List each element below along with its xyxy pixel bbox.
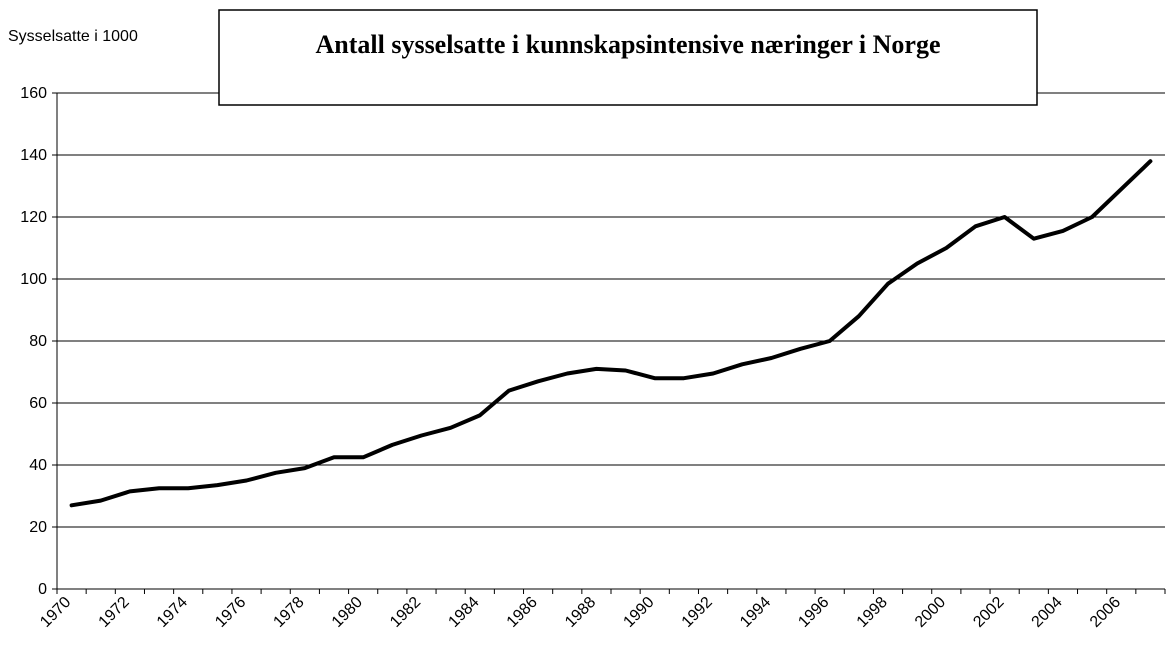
title-box: [218, 9, 1038, 106]
x-tick-label: 1976: [212, 594, 249, 631]
y-tick-label: 60: [29, 395, 47, 412]
x-tick-label: 2002: [970, 594, 1007, 631]
y-tick-label: 0: [38, 581, 47, 598]
x-tick-label: 1994: [737, 594, 774, 631]
x-tick-label: 1996: [795, 594, 832, 631]
data-line: [69, 159, 1153, 508]
y-tick-label: 100: [20, 271, 47, 288]
x-tick-label: 1974: [154, 594, 191, 631]
y-tick-label: 80: [29, 333, 47, 350]
x-tick-label: 1980: [329, 594, 366, 631]
y-tick-label: 120: [20, 209, 47, 226]
x-tick-label: 1988: [562, 594, 599, 631]
x-tick-label: 1992: [679, 594, 716, 631]
x-tick-label: 1984: [445, 594, 482, 631]
x-tick-label: 2006: [1087, 594, 1124, 631]
x-tick-label: 1972: [96, 594, 133, 631]
y-tick-label: 40: [29, 457, 47, 474]
y-tick-label: 160: [20, 85, 47, 102]
x-tick-label: 1982: [387, 594, 424, 631]
x-tick-label: 2004: [1029, 594, 1066, 631]
y-tick-label: 20: [29, 519, 47, 536]
x-tick-label: 1990: [620, 594, 657, 631]
x-tick-label: 2000: [912, 594, 949, 631]
x-tick-label: 1998: [854, 594, 891, 631]
x-tick-label: 1986: [504, 594, 541, 631]
y-axis-label: Sysselsatte i 1000: [8, 28, 138, 45]
y-tick-label: 140: [20, 147, 47, 164]
x-tick-label: 1970: [37, 594, 74, 631]
chart-title: Antall sysselsatte i kunnskapsintensive …: [315, 30, 940, 59]
x-tick-label: 1978: [270, 594, 307, 631]
